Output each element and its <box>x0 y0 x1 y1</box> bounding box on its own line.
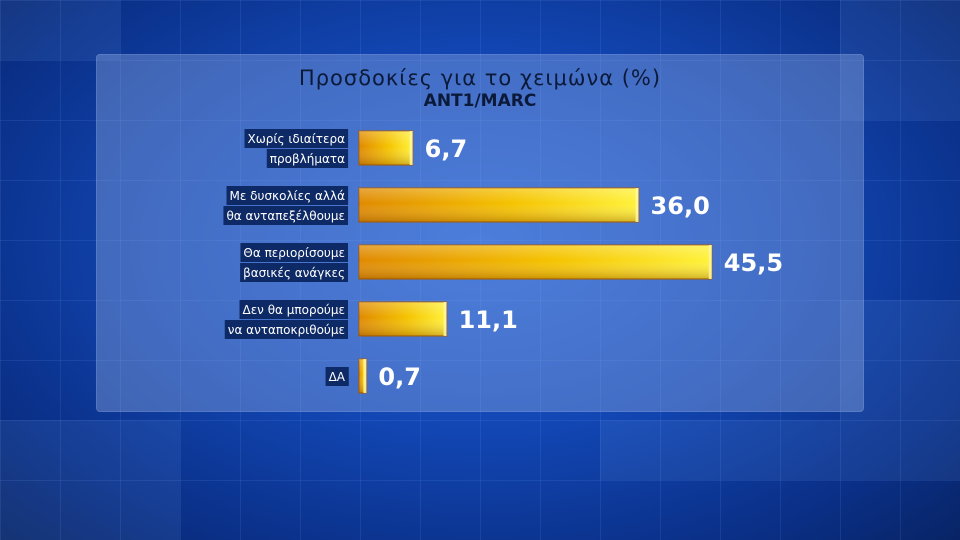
category-label-bg <box>244 129 349 148</box>
category-label: ΔΑ <box>329 370 346 384</box>
bar-shade <box>359 188 639 222</box>
bar-shade <box>359 245 712 279</box>
bar-edge <box>409 131 413 165</box>
category-label: Δεν θα μπορούμε <box>242 303 345 317</box>
bar-edge <box>635 188 639 222</box>
bar-shade <box>359 131 413 165</box>
background-tile <box>0 0 120 60</box>
category-label-bg <box>223 206 348 225</box>
chart-panel: Προσδοκίες για το χειμώνα (%) ANT1/MARC <box>96 54 864 412</box>
data-label: 6,7 <box>425 135 468 163</box>
bar-shade <box>359 302 447 336</box>
background-tile <box>0 420 180 540</box>
bar-edge <box>708 245 712 279</box>
category-label-bg <box>224 320 348 339</box>
category-label-bg <box>325 367 349 386</box>
bar-edge <box>363 359 367 393</box>
background-tile <box>600 420 840 480</box>
category-label-bg <box>239 300 348 319</box>
category-label-bg <box>266 149 349 168</box>
bar-edge <box>443 302 447 336</box>
category-label: προβλήματα <box>270 152 345 166</box>
chart-title: Προσδοκίες για το χειμώνα (%) <box>298 66 662 90</box>
category-label: Με δυσκολίες αλλά <box>230 189 346 203</box>
category-label-bg <box>240 263 348 282</box>
bar-shade <box>359 359 367 393</box>
data-label: 36,0 <box>651 192 710 220</box>
background-tile <box>840 300 960 480</box>
category-label: βασικές ανάγκες <box>243 266 345 280</box>
category-label-bg <box>240 243 348 262</box>
data-label: 0,7 <box>378 363 421 391</box>
category-label: θα ανταπεξέλθουμε <box>226 209 345 223</box>
category-label: να ανταποκριθούμε <box>228 323 345 337</box>
category-label: Χωρίς ιδιαίτερα <box>248 132 346 146</box>
category-label: Θα περιορίσουμε <box>243 246 345 260</box>
chart-subtitle: ANT1/MARC <box>423 91 537 111</box>
category-label-bg <box>226 186 349 205</box>
data-label: 45,5 <box>724 249 783 277</box>
background-tile <box>840 0 960 120</box>
data-label: 11,1 <box>459 306 518 334</box>
